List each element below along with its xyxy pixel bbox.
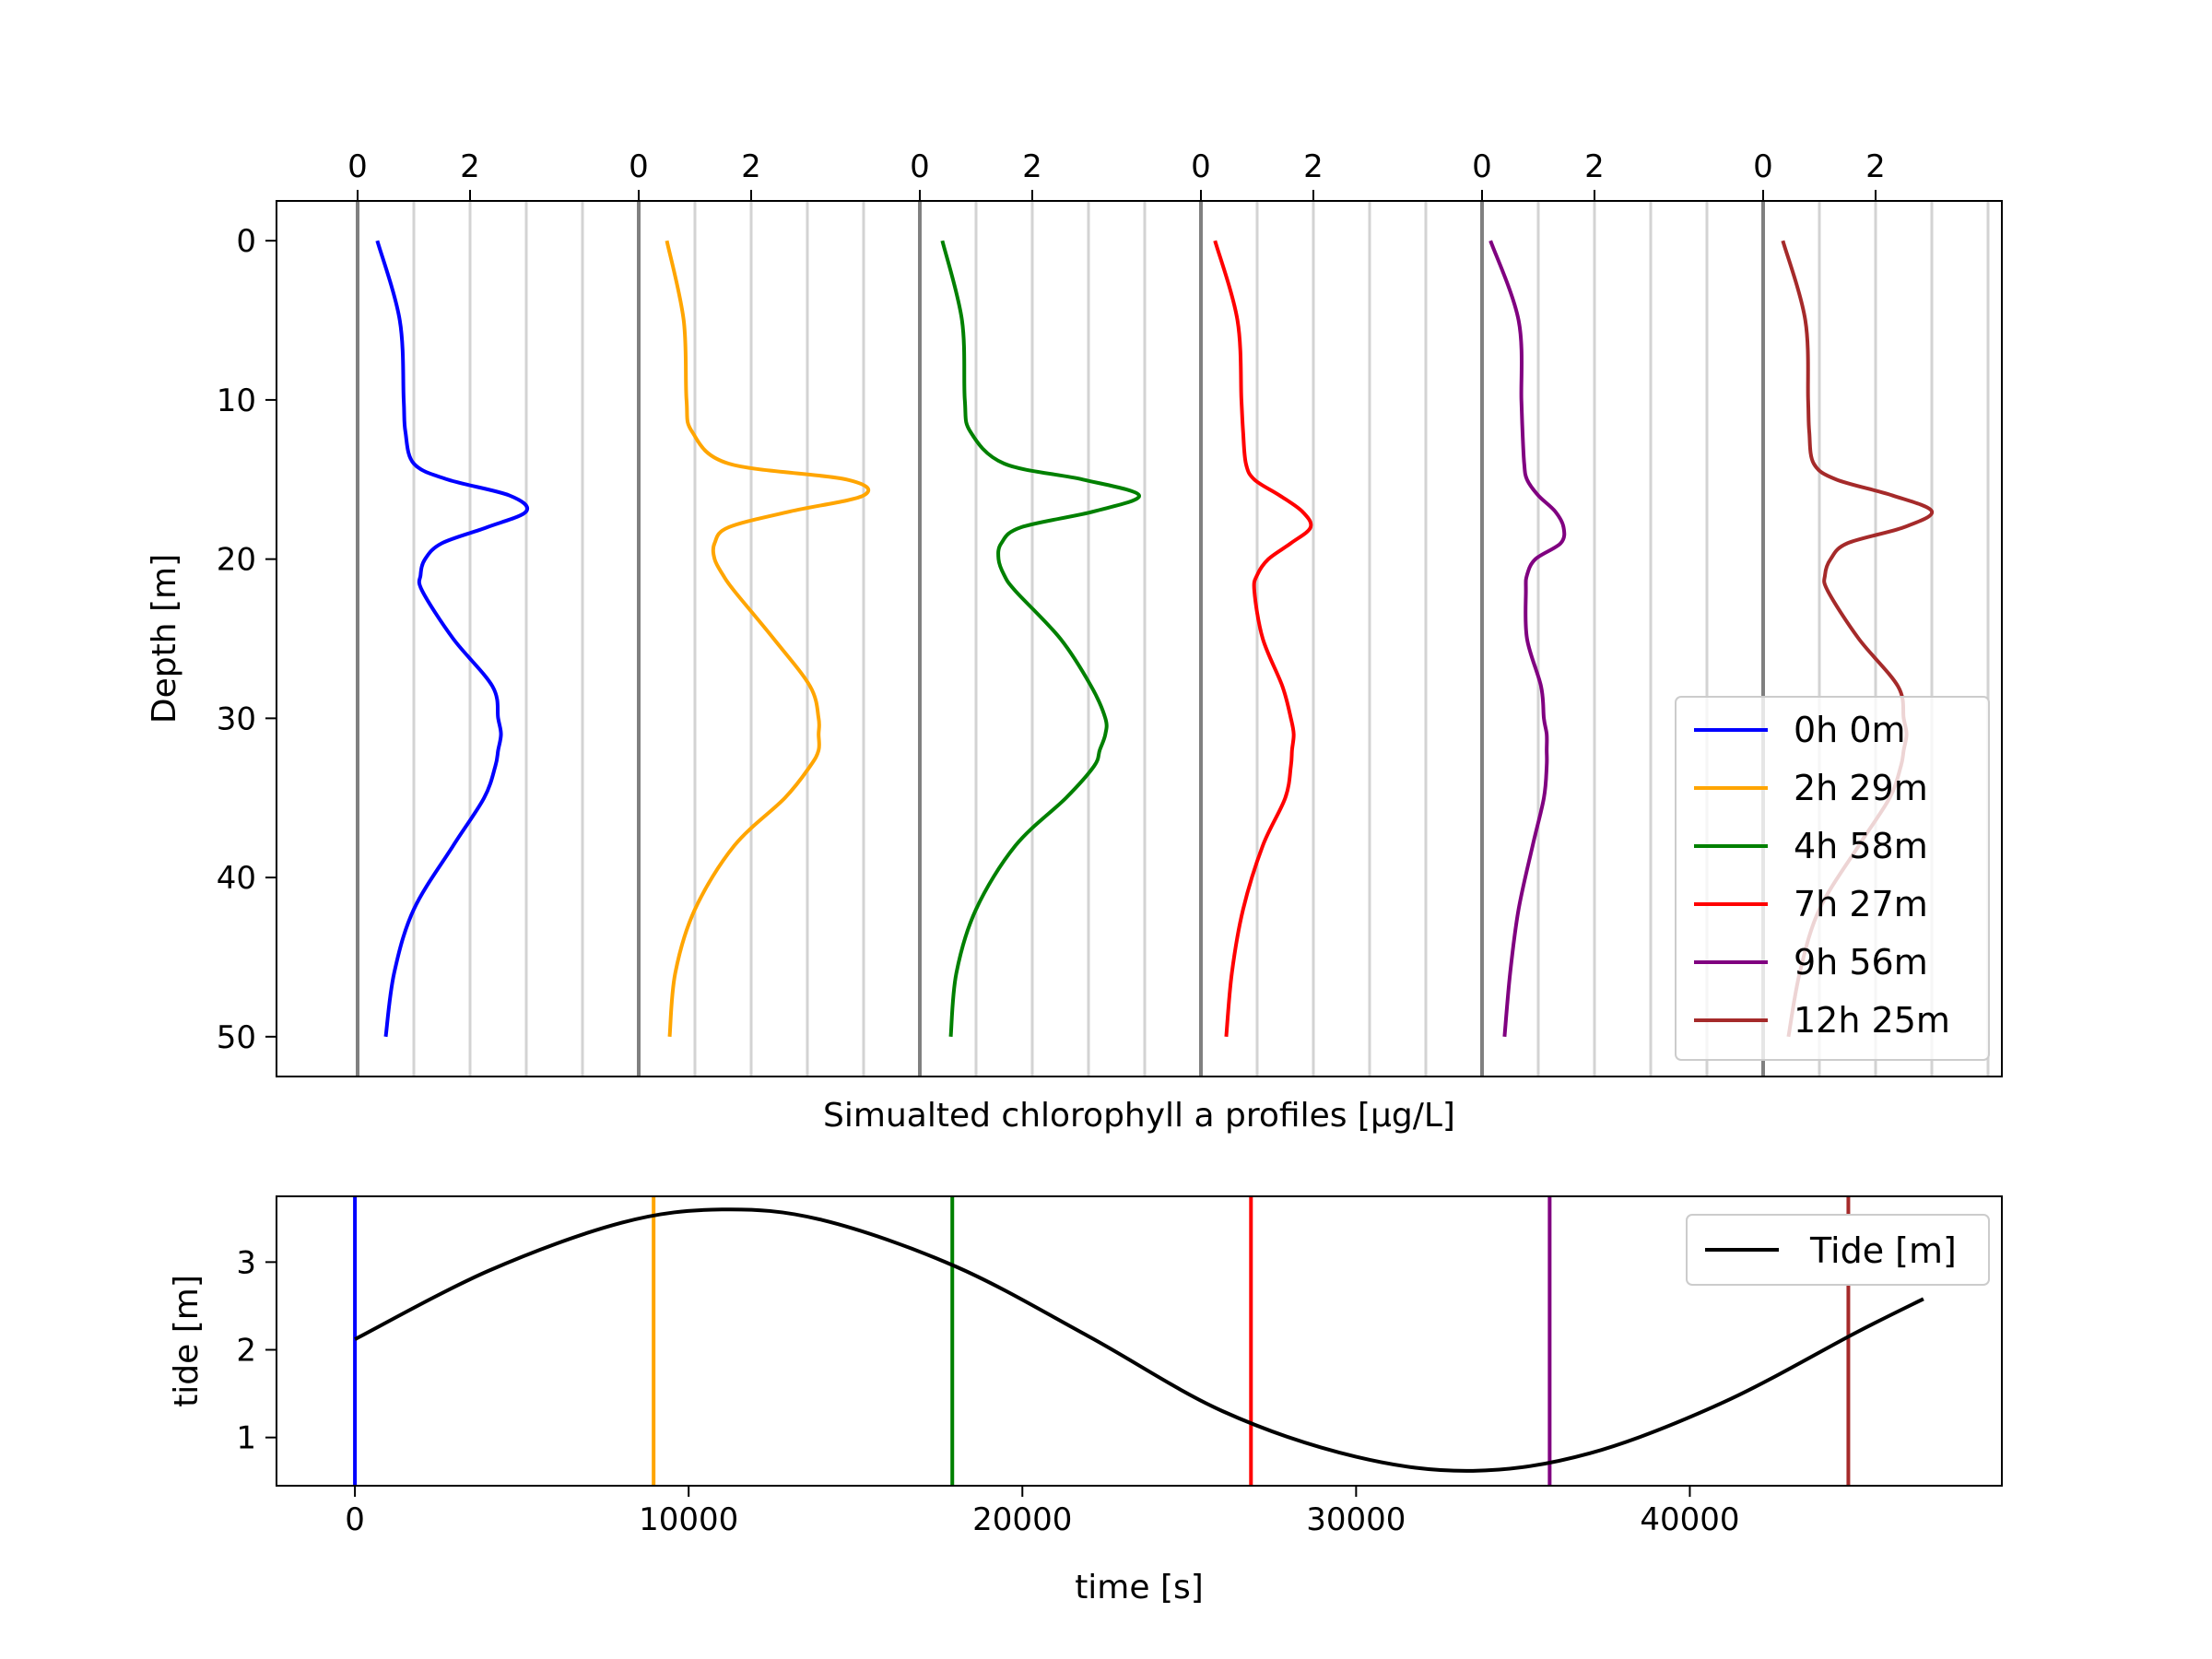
x-tick-label: 2 — [460, 148, 480, 185]
x-tick-label: 0 — [347, 148, 368, 185]
tide-legend-label: Tide [m] — [1809, 1230, 1957, 1271]
tide-y-tick-label: 1 — [236, 1420, 256, 1457]
profiles-x-label: Simualted chlorophyll a profiles [μg/L] — [823, 1097, 1455, 1135]
profiles-y-ticks: 0 10 20 30 40 50 — [217, 223, 276, 1056]
profiles-y-label: Depth [m] — [146, 554, 183, 724]
y-tick-label: 20 — [217, 542, 256, 579]
legend-label: 2h 29m — [1794, 768, 1928, 808]
profile-line-3 — [940, 240, 1141, 1037]
legend-label: 4h 58m — [1794, 826, 1928, 866]
x-tick-label: 0 — [910, 148, 930, 185]
x-tick-label: 0 — [1472, 148, 1492, 185]
x-tick-label: 2 — [1865, 148, 1886, 185]
x-tick-label: 2 — [1584, 148, 1605, 185]
tide-x-tick-label: 40000 — [1640, 1501, 1739, 1538]
profiles-x-ticks: 0 2 0 2 0 2 0 2 0 2 0 2 — [347, 148, 1886, 201]
x-tick-label: 0 — [629, 148, 649, 185]
tide-time-markers — [353, 1196, 1851, 1486]
profiles-legend: 0h 0m 2h 29m 4h 58m 7h 27m 9h 56m 12h 25m — [1675, 696, 1990, 1061]
legend-label: 12h 25m — [1794, 1000, 1950, 1041]
legend-label: 0h 0m — [1794, 710, 1906, 750]
tide-legend-box — [1686, 1214, 1990, 1286]
legend-label: 9h 56m — [1794, 942, 1928, 982]
y-tick-label: 10 — [217, 382, 256, 419]
tide-line — [354, 1207, 1924, 1473]
tide-axes: 0 10000 20000 30000 40000 1 2 3 Tide [m] time … — [168, 1195, 2003, 1606]
tide-x-tick-label: 20000 — [972, 1501, 1072, 1538]
profile-line-2 — [665, 240, 871, 1037]
x-tick-label: 2 — [1022, 148, 1042, 185]
y-tick-label: 40 — [217, 860, 256, 897]
profile-line-4 — [1213, 240, 1313, 1037]
tide-x-ticks: 0 10000 20000 30000 40000 — [345, 1486, 1740, 1538]
tide-x-label: time [s] — [1075, 1569, 1204, 1606]
tide-x-tick-label: 30000 — [1306, 1501, 1406, 1538]
tide-y-label: tide [m] — [168, 1275, 206, 1407]
profile-line-1 — [375, 240, 529, 1038]
x-tick-label: 2 — [741, 148, 761, 185]
profile-line-5 — [1488, 240, 1567, 1037]
x-tick-label: 2 — [1303, 148, 1324, 185]
y-tick-label: 50 — [217, 1019, 256, 1056]
tide-y-tick-label: 2 — [236, 1333, 256, 1370]
tide-y-tick-label: 3 — [236, 1244, 256, 1281]
tide-frame — [276, 1195, 2003, 1487]
tide-y-ticks: 1 2 3 — [236, 1244, 276, 1457]
y-tick-label: 30 — [217, 700, 256, 737]
y-tick-label: 0 — [236, 223, 256, 260]
profiles-frame — [276, 200, 2003, 1077]
tide-x-tick-label: 10000 — [639, 1501, 738, 1538]
tide-legend: Tide [m] — [1686, 1214, 1990, 1286]
x-tick-label: 0 — [1191, 148, 1211, 185]
x-tick-label: 0 — [1753, 148, 1773, 185]
legend-label: 7h 27m — [1794, 884, 1928, 924]
tide-x-tick-label: 0 — [345, 1501, 365, 1538]
